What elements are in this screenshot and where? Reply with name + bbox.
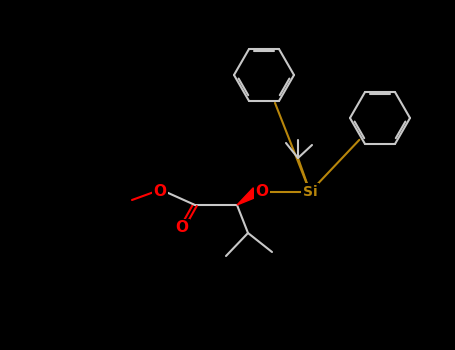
- Text: O: O: [176, 220, 188, 236]
- Text: O: O: [256, 184, 268, 200]
- Text: O: O: [153, 184, 167, 200]
- Text: Si: Si: [303, 185, 317, 199]
- Polygon shape: [237, 188, 259, 205]
